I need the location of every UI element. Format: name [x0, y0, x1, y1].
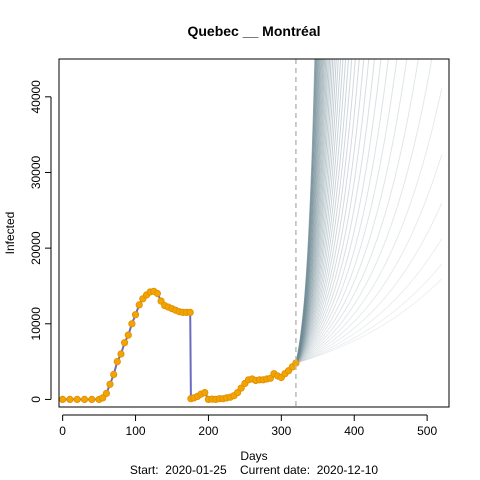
projection-line — [295, 154, 443, 364]
projection-line — [295, 202, 443, 364]
x-tick-label: 500 — [417, 424, 437, 438]
observed-point — [106, 380, 114, 388]
projection-line — [295, 59, 398, 364]
y-tick-label: 30000 — [29, 155, 43, 189]
x-tick-label: 400 — [344, 424, 364, 438]
projection-line — [295, 59, 353, 364]
projection-line — [295, 59, 419, 364]
projection-line — [295, 59, 389, 364]
plot-area — [59, 59, 443, 403]
observed-point — [201, 388, 209, 397]
x-axis-label: Days — [240, 449, 267, 463]
observed-point — [59, 395, 67, 403]
y-tick-label: 20000 — [29, 231, 43, 265]
observed-point — [117, 350, 125, 358]
projection-line — [295, 59, 334, 364]
observed-point — [153, 289, 161, 298]
projection-line — [295, 88, 443, 364]
plot-frame — [58, 58, 450, 408]
projection-line — [295, 278, 443, 364]
projection-line — [295, 59, 349, 364]
projection-line — [295, 59, 335, 364]
observed-point — [88, 395, 96, 403]
x-tick-label: 300 — [271, 424, 291, 438]
observed-series — [59, 287, 300, 403]
observed-point — [102, 389, 111, 397]
projection-line — [295, 59, 344, 364]
x-tick-label: 100 — [126, 424, 146, 438]
observed-point — [131, 311, 140, 319]
y-tick-label: 40000 — [29, 80, 43, 114]
observed-line — [62, 290, 297, 401]
y-tick-label: 10000 — [29, 307, 43, 341]
projection-line — [295, 59, 326, 364]
observed-point — [121, 339, 129, 347]
observed-point — [113, 357, 121, 366]
projection-line — [295, 59, 356, 364]
projection-line — [295, 59, 375, 364]
projection-line — [295, 59, 382, 364]
projection-line — [295, 59, 331, 364]
observed-point — [124, 331, 132, 339]
projection-line — [295, 59, 337, 364]
y-axis-label: Infected — [3, 212, 17, 255]
projection-line — [295, 59, 322, 364]
observed-point — [237, 384, 245, 392]
projection-line — [295, 59, 328, 364]
x-tick-label: 200 — [198, 424, 218, 438]
projection-line — [295, 59, 433, 364]
observed-point — [128, 320, 136, 328]
observed-point — [80, 395, 89, 403]
projection-lines — [295, 59, 443, 364]
projection-line — [295, 59, 370, 364]
observed-point — [66, 395, 74, 403]
observed-point — [110, 370, 118, 379]
x-axis: 0 100 200 300 400 500 — [59, 414, 437, 438]
observed-point — [186, 308, 194, 316]
y-axis: 0 10000 20000 30000 40000 — [29, 80, 52, 403]
projection-line — [295, 59, 360, 364]
projection-line — [295, 238, 443, 364]
projection-line — [295, 59, 347, 364]
observed-point — [266, 374, 274, 382]
chart-caption: Start: 2020-01-25 Current date: 2020-12-… — [130, 463, 378, 477]
projection-line — [295, 59, 323, 364]
projection-line — [295, 59, 365, 364]
projection-line — [295, 59, 408, 364]
projection-line — [295, 59, 324, 364]
y-tick-label: 0 — [29, 396, 43, 403]
observed-point — [73, 395, 81, 403]
chart-title: Quebec __ Montréal — [187, 23, 320, 39]
x-tick-label: 0 — [59, 424, 66, 438]
observed-point — [135, 301, 143, 309]
projection-line — [295, 59, 329, 364]
projection-line — [295, 59, 342, 364]
projection-line — [295, 263, 443, 364]
projection-line — [295, 59, 339, 364]
projection-line — [295, 59, 325, 364]
projection-line — [295, 59, 327, 364]
projection-line — [295, 59, 332, 364]
